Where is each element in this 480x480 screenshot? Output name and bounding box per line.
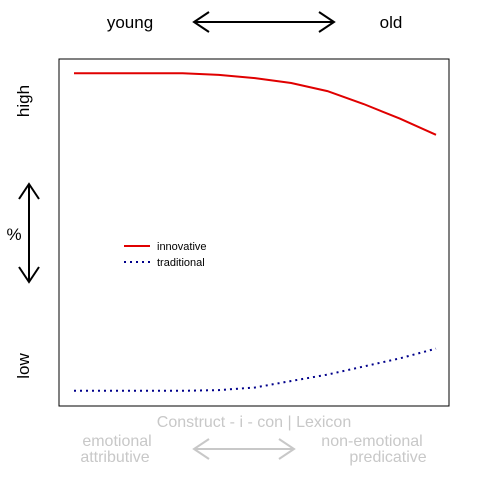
x-label-attributive: attributive	[80, 449, 149, 466]
vertical-double-arrow	[18, 182, 40, 284]
legend-label-innovative: innovative	[157, 241, 207, 253]
series-line-traditional	[74, 347, 437, 392]
x-label-predicative: predicative	[349, 449, 426, 466]
top-label-old: old	[380, 13, 403, 32]
y-label-percent: %	[6, 225, 21, 244]
top-label-young: young	[107, 13, 153, 32]
x-label-emotional: emotional	[82, 433, 151, 450]
y-label-low: low	[14, 353, 33, 379]
x-label-non-emotional: non-emotional	[321, 433, 422, 450]
legend: innovative traditional	[124, 241, 207, 269]
x-axis-title: Construct - i - con | Lexicon	[157, 414, 351, 431]
plot-frame	[58, 58, 450, 407]
bottom-double-arrow	[192, 438, 296, 460]
series-line-innovative	[74, 72, 437, 136]
y-label-high: high	[14, 85, 33, 117]
top-double-arrow	[192, 11, 336, 33]
legend-label-traditional: traditional	[157, 257, 205, 269]
